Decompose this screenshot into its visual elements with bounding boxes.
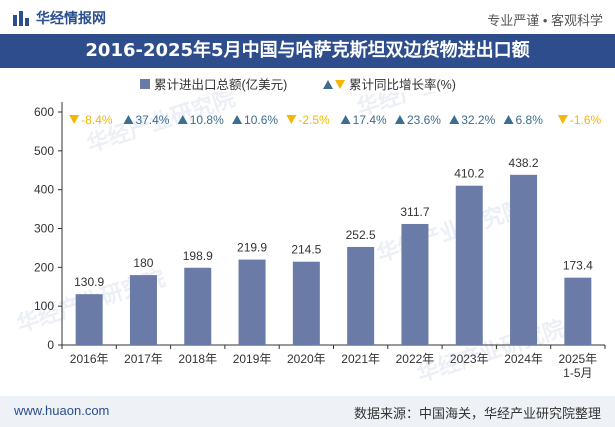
growth-label: 6.8% bbox=[516, 113, 544, 127]
bar-value-label: 173.4 bbox=[563, 259, 593, 273]
bar bbox=[238, 259, 266, 345]
x-tick-label: 1-5月 bbox=[563, 366, 592, 380]
growth-up-icon bbox=[503, 115, 514, 124]
bar-chart-logo-icon bbox=[13, 11, 29, 26]
x-tick-label: 2025年 bbox=[558, 352, 597, 366]
x-tick-label: 2019年 bbox=[233, 352, 272, 366]
bar-value-label: 180 bbox=[133, 256, 153, 270]
growth-label: 10.6% bbox=[244, 113, 278, 127]
y-tick-label: 400 bbox=[34, 183, 54, 197]
growth-up-icon bbox=[123, 115, 134, 124]
bar bbox=[292, 261, 320, 345]
growth-down-icon bbox=[286, 115, 297, 124]
bar bbox=[564, 277, 592, 345]
growth-up-icon bbox=[232, 115, 243, 124]
x-tick-label: 2017年 bbox=[124, 352, 163, 366]
growth-label: 37.4% bbox=[135, 113, 169, 127]
growth-up-icon bbox=[394, 115, 405, 124]
growth-label: 23.6% bbox=[407, 113, 441, 127]
footer-website: www.huaon.com bbox=[14, 403, 110, 418]
x-tick-label: 2018年 bbox=[178, 352, 217, 366]
bar-value-label: 410.2 bbox=[454, 167, 484, 181]
growth-label: 32.2% bbox=[461, 113, 495, 127]
y-tick-label: 600 bbox=[34, 105, 54, 119]
brand: 华经情报网 bbox=[12, 8, 106, 28]
legend-bar-label: 累计进出口总额(亿美元) bbox=[154, 78, 288, 92]
brand-name: 华经情报网 bbox=[36, 10, 106, 26]
footer-source: 数据来源：中国海关，华经产业研究院整理 bbox=[353, 406, 601, 421]
bar bbox=[184, 267, 212, 345]
bar-value-label: 214.5 bbox=[291, 243, 321, 257]
footer: www.huaon.com 数据来源：中国海关，华经产业研究院整理 bbox=[0, 396, 615, 427]
growth-label: -2.5% bbox=[298, 113, 330, 127]
bar-value-label: 438.2 bbox=[509, 156, 539, 170]
legend-triangle-icons bbox=[323, 79, 345, 89]
tagline: 专业严谨 • 客观科学 bbox=[487, 13, 603, 28]
bar bbox=[510, 174, 538, 345]
bar-value-label: 311.7 bbox=[400, 205, 429, 219]
svg-text:华经产业研究院: 华经产业研究院 bbox=[414, 315, 568, 386]
bar bbox=[347, 246, 375, 345]
growth-down-icon bbox=[557, 115, 568, 124]
legend-item-bar: 累计进出口总额(亿美元) bbox=[140, 74, 287, 93]
svg-text:华经产业研究院: 华经产业研究院 bbox=[374, 195, 528, 266]
bar-value-label: 219.9 bbox=[237, 241, 267, 255]
x-tick-label: 2020年 bbox=[287, 352, 326, 366]
growth-label: 10.8% bbox=[190, 113, 224, 127]
growth-label: -8.4% bbox=[81, 113, 113, 127]
y-tick-label: 100 bbox=[34, 299, 54, 313]
bar bbox=[75, 294, 103, 345]
chart-title: 2016-2025年5月中国与哈萨克斯坦双边货物进出口额 bbox=[0, 34, 615, 68]
growth-label: -1.6% bbox=[570, 113, 602, 127]
y-tick-label: 500 bbox=[34, 144, 54, 158]
growth-label: 17.4% bbox=[353, 113, 387, 127]
legend: 累计进出口总额(亿美元) 累计同比增长率(%) bbox=[0, 74, 615, 94]
bar bbox=[129, 275, 157, 345]
growth-up-icon bbox=[177, 115, 188, 124]
bar-value-label: 130.9 bbox=[74, 275, 104, 289]
y-tick-label: 300 bbox=[34, 222, 54, 236]
bar bbox=[401, 223, 429, 345]
growth-up-icon bbox=[340, 115, 351, 124]
legend-item-growth: 累计同比增长率(%) bbox=[323, 74, 456, 93]
bar bbox=[455, 185, 483, 345]
growth-up-icon bbox=[449, 115, 460, 124]
y-tick-label: 200 bbox=[34, 260, 54, 274]
legend-growth-label: 累计同比增长率(%) bbox=[349, 78, 456, 92]
bar-value-label: 252.5 bbox=[346, 228, 376, 242]
bar-chart: 华经产业研究院 华经产业研究院 华经产业研究院 华经产业研究院 华经产业研究院 … bbox=[14, 92, 606, 387]
x-tick-label: 2021年 bbox=[341, 352, 380, 366]
x-tick-label: 2022年 bbox=[396, 352, 435, 366]
y-tick-label: 0 bbox=[47, 338, 54, 352]
growth-down-icon bbox=[69, 115, 80, 124]
legend-bar-swatch bbox=[140, 78, 150, 89]
x-tick-label: 2024年 bbox=[504, 352, 543, 366]
x-tick-label: 2023年 bbox=[450, 352, 489, 366]
x-tick-label: 2016年 bbox=[70, 352, 109, 366]
top-bar: 华经情报网 专业严谨 • 客观科学 bbox=[0, 0, 615, 34]
bar-value-label: 198.9 bbox=[183, 249, 213, 263]
